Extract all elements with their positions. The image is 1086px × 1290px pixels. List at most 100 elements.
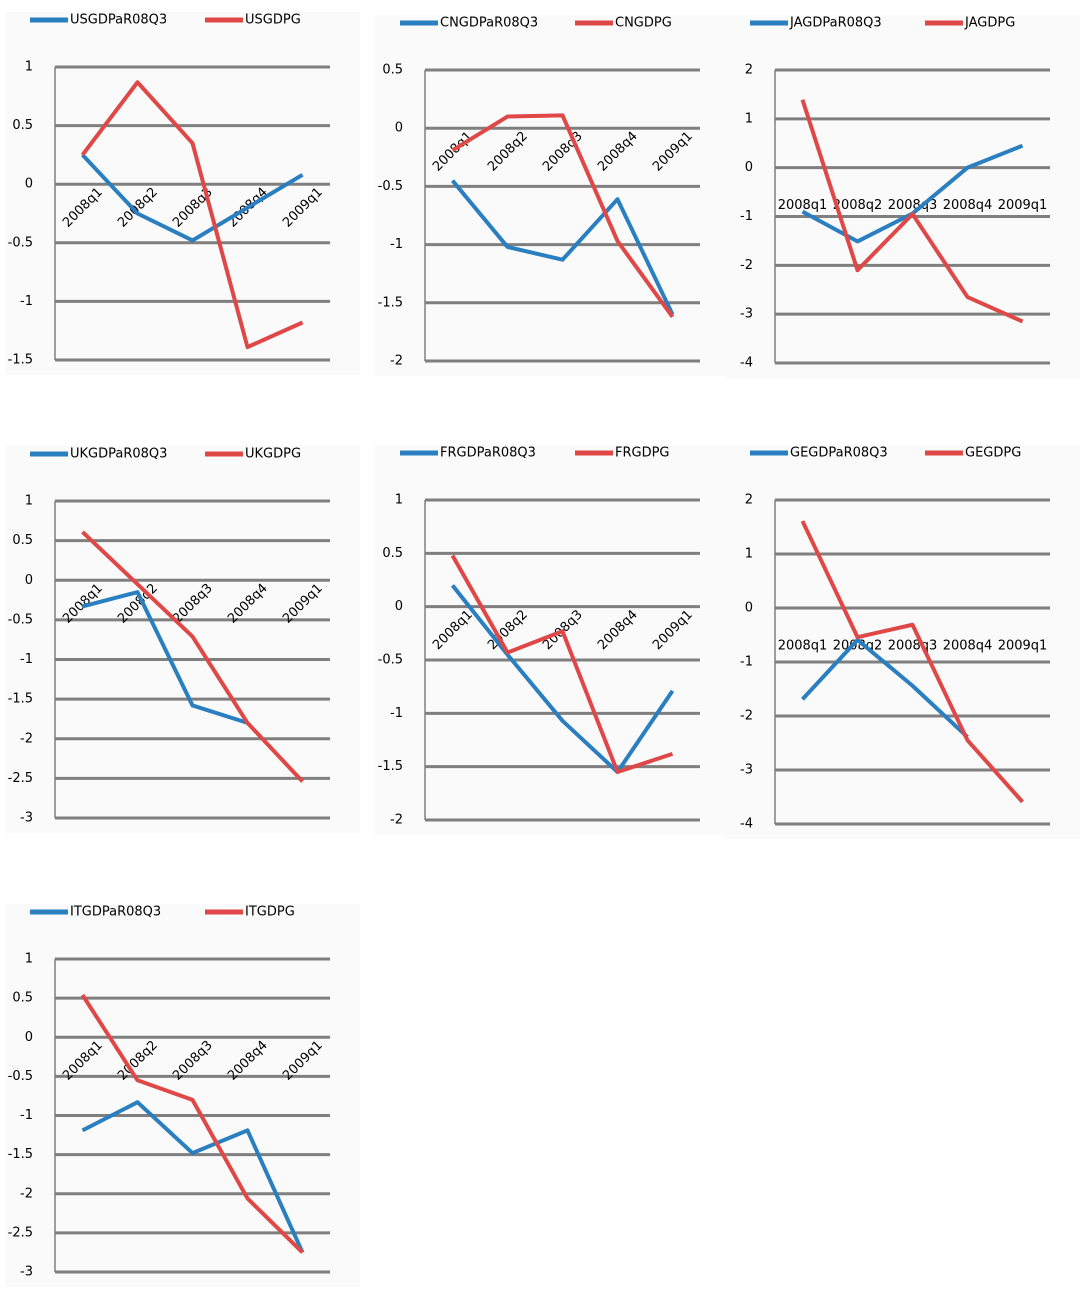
y-tick-label: -0.5 bbox=[378, 653, 403, 668]
y-tick-label: 0 bbox=[395, 121, 403, 136]
series-line bbox=[80, 993, 304, 1254]
series-line bbox=[81, 590, 249, 725]
series-line bbox=[80, 80, 304, 350]
series-line bbox=[81, 153, 304, 243]
y-tick-label: -0.5 bbox=[8, 612, 33, 627]
y-tick-label: 0.5 bbox=[382, 546, 403, 561]
y-tick-label: 0 bbox=[395, 599, 403, 614]
panel-background bbox=[725, 445, 1080, 839]
y-tick-label: 0.5 bbox=[382, 63, 403, 78]
series-line bbox=[801, 637, 969, 739]
series-line bbox=[451, 113, 675, 318]
y-tick-label: -3 bbox=[20, 811, 33, 826]
y-tick-label: 0 bbox=[25, 177, 33, 192]
y-tick-label: -1 bbox=[20, 1108, 33, 1123]
legend-label: ITGDPaR08Q3 bbox=[70, 905, 161, 920]
y-tick-label: 0 bbox=[745, 601, 753, 616]
series-line bbox=[450, 554, 674, 774]
panel-background bbox=[5, 12, 360, 375]
y-tick-label: 0 bbox=[25, 573, 33, 588]
y-tick-label: 0 bbox=[745, 160, 753, 175]
series-line bbox=[450, 179, 675, 316]
series-line bbox=[800, 99, 1024, 324]
y-tick-label: -2 bbox=[740, 709, 753, 724]
y-tick-label: -2 bbox=[390, 813, 403, 828]
panel-background bbox=[5, 446, 360, 833]
legend-label: FRGDPG bbox=[615, 446, 670, 461]
y-tick-label: 0.5 bbox=[12, 118, 33, 133]
series-line bbox=[450, 584, 675, 774]
legend-label: ITGDPG bbox=[245, 905, 295, 920]
y-tick-label: 1 bbox=[25, 494, 33, 509]
y-tick-label: -0.5 bbox=[8, 235, 33, 250]
x-tick-label: 2008q2 bbox=[833, 198, 883, 213]
panel-background bbox=[725, 15, 1080, 378]
y-tick-label: -1 bbox=[390, 237, 403, 252]
y-tick-label: -3 bbox=[740, 763, 753, 778]
y-tick-label: 1 bbox=[25, 952, 33, 967]
y-tick-label: 1 bbox=[25, 60, 33, 75]
y-tick-label: 0 bbox=[25, 1030, 33, 1045]
legend-label: GEGDPG bbox=[965, 446, 1021, 461]
y-tick-label: -1 bbox=[740, 655, 753, 670]
y-tick-label: 0.5 bbox=[12, 533, 33, 548]
y-tick-label: -1 bbox=[20, 294, 33, 309]
y-tick-label: -1.5 bbox=[8, 692, 33, 707]
y-tick-label: -0.5 bbox=[8, 1069, 33, 1084]
legend-label: UKGDPG bbox=[245, 447, 301, 462]
y-tick-label: -4 bbox=[740, 356, 753, 371]
panel-background bbox=[375, 445, 730, 835]
y-tick-label: 0.5 bbox=[12, 991, 33, 1006]
x-tick-label: 2008q1 bbox=[778, 198, 828, 213]
series-line bbox=[81, 1100, 305, 1254]
legend-label: FRGDPaR08Q3 bbox=[440, 446, 536, 461]
legend-label: USGDPaR08Q3 bbox=[70, 13, 167, 28]
legend-label: USGDPG bbox=[245, 13, 301, 28]
legend-label: CNGDPG bbox=[615, 16, 672, 31]
y-tick-label: -0.5 bbox=[378, 179, 403, 194]
legend-label: UKGDPaR08Q3 bbox=[70, 447, 167, 462]
y-tick-label: -1.5 bbox=[378, 759, 403, 774]
y-tick-label: -1 bbox=[740, 209, 753, 224]
x-tick-label: 2008q1 bbox=[778, 639, 828, 654]
x-tick-label: 2009q1 bbox=[998, 198, 1048, 213]
y-tick-label: -2.5 bbox=[8, 771, 33, 786]
y-tick-label: -2 bbox=[20, 731, 33, 746]
y-tick-label: -1.5 bbox=[378, 295, 403, 310]
x-tick-label: 2008q4 bbox=[943, 198, 993, 213]
y-tick-label: -3 bbox=[740, 307, 753, 322]
y-tick-label: -1.5 bbox=[8, 1147, 33, 1162]
y-tick-label: -2 bbox=[740, 258, 753, 273]
y-tick-label: -2.5 bbox=[8, 1225, 33, 1240]
legend-label: GEGDPaR08Q3 bbox=[790, 446, 888, 461]
y-tick-label: -3 bbox=[20, 1265, 33, 1280]
legend-label: JAGDPG bbox=[964, 16, 1015, 31]
y-tick-label: -2 bbox=[390, 354, 403, 369]
y-tick-label: 1 bbox=[745, 547, 753, 562]
y-tick-label: -1.5 bbox=[8, 353, 33, 368]
y-tick-label: 2 bbox=[745, 493, 753, 508]
y-tick-label: 1 bbox=[745, 111, 753, 126]
x-tick-label: 2008q4 bbox=[943, 639, 993, 654]
y-tick-label: -1 bbox=[390, 706, 403, 721]
y-tick-label: 1 bbox=[395, 493, 403, 508]
series-line bbox=[81, 530, 304, 783]
series-line bbox=[800, 520, 1024, 804]
x-tick-label: 2008q3 bbox=[888, 639, 938, 654]
y-tick-label: -4 bbox=[740, 817, 753, 832]
y-tick-label: -2 bbox=[20, 1186, 33, 1201]
y-tick-label: 2 bbox=[745, 63, 753, 78]
legend-label: CNGDPaR08Q3 bbox=[440, 16, 538, 31]
legend-label: JAGDPaR08Q3 bbox=[789, 16, 882, 31]
x-tick-label: 2009q1 bbox=[998, 639, 1048, 654]
y-tick-label: -1 bbox=[20, 652, 33, 667]
